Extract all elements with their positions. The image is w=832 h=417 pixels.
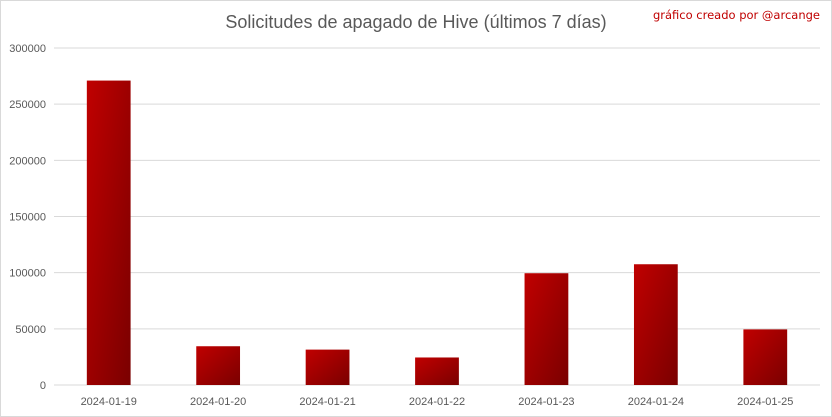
y-tick-label: 150000	[9, 212, 46, 224]
y-tick-label: 200000	[9, 155, 46, 167]
bars	[86, 80, 788, 386]
bar-2024-01-19	[86, 80, 131, 386]
bar-2024-01-25	[743, 329, 788, 385]
chart-title: Solicitudes de apagado de Hive (últimos …	[225, 12, 607, 32]
x-tick-label: 2024-01-22	[409, 396, 465, 408]
bar-2024-01-20	[196, 346, 241, 385]
bar-2024-01-21	[305, 349, 350, 385]
x-tick-label: 2024-01-25	[737, 396, 793, 408]
chart-credit-annotation: gráfico creado por @arcange	[652, 8, 820, 22]
y-tick-label: 50000	[15, 324, 46, 336]
x-tick-label: 2024-01-24	[628, 396, 684, 408]
x-tick-label: 2024-01-23	[518, 396, 574, 408]
x-tick-label: 2024-01-19	[81, 396, 137, 408]
gridlines	[54, 47, 820, 386]
y-axis-tick-labels: 0 50000 100000 150000 200000 250000 300000	[9, 43, 46, 392]
bar-2024-01-22	[415, 357, 459, 385]
x-axis-tick-labels: 2024-01-19 2024-01-20 2024-01-21 2024-01-22…	[81, 396, 794, 408]
y-tick-label: 250000	[9, 99, 46, 111]
x-tick-label: 2024-01-21	[299, 396, 355, 408]
y-tick-label: 300000	[9, 43, 46, 55]
y-tick-label: 100000	[9, 268, 46, 280]
x-tick-label: 2024-01-20	[190, 396, 246, 408]
bar-2024-01-24	[633, 264, 678, 385]
bar-2024-01-23	[524, 273, 569, 385]
y-tick-label: 0	[40, 380, 46, 392]
